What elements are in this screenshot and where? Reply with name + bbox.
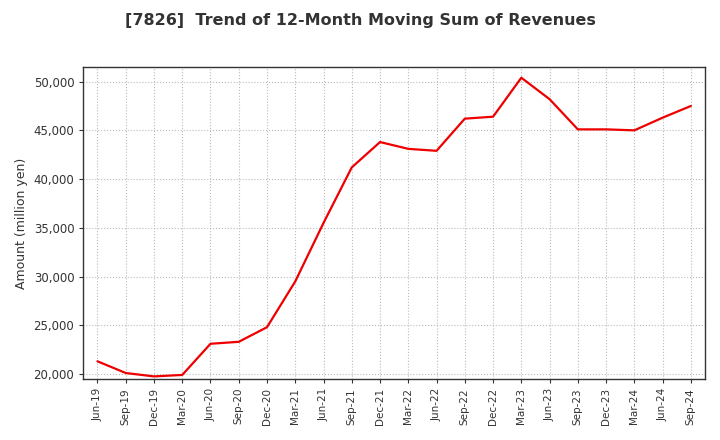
Text: [7826]  Trend of 12-Month Moving Sum of Revenues: [7826] Trend of 12-Month Moving Sum of R…: [125, 13, 595, 28]
Y-axis label: Amount (million yen): Amount (million yen): [15, 157, 28, 289]
